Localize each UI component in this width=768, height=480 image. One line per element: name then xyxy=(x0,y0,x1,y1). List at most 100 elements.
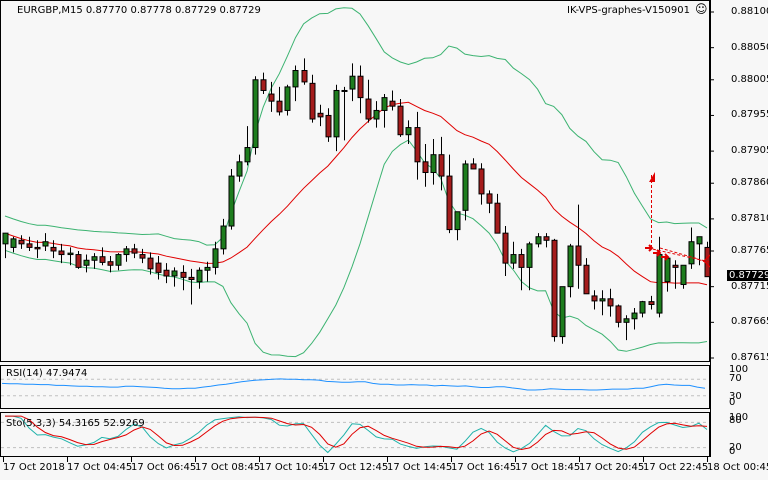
smiley-face-icon[interactable]: ☺ xyxy=(695,2,708,16)
bear-candle xyxy=(583,264,590,295)
bear-candle xyxy=(268,93,275,102)
bull-candle xyxy=(510,254,517,264)
time-label: 17 Oct 04:45 xyxy=(67,462,133,473)
bull-candle xyxy=(381,97,388,111)
bull-candle xyxy=(688,241,695,265)
rsi-axis-label: 0 xyxy=(729,397,736,408)
bull-candle xyxy=(212,248,219,268)
bear-candle xyxy=(438,154,445,177)
bull-candle xyxy=(244,147,251,163)
time-label: 17 Oct 08:45 xyxy=(195,462,261,473)
rsi-axis-label: 30 xyxy=(729,391,742,402)
time-label: 17 Oct 22:45 xyxy=(643,462,709,473)
bull-candle xyxy=(599,298,606,302)
bull-candle xyxy=(284,86,291,111)
price-label: 0.87615 xyxy=(731,351,768,363)
bear-candle xyxy=(131,248,138,254)
bull-candle xyxy=(2,232,9,245)
bull-candle xyxy=(115,254,122,266)
expert-label: IK-VPS-graphes-V150901 xyxy=(567,5,690,16)
bear-candle xyxy=(139,254,146,259)
bear-candle xyxy=(50,246,57,252)
bear-candle xyxy=(325,114,332,138)
main-panel xyxy=(0,0,710,362)
bear-candle xyxy=(301,69,308,83)
bear-candle xyxy=(422,161,429,174)
stoch-axis-label: 20 xyxy=(729,442,742,453)
bear-candle xyxy=(317,112,324,118)
stoch-axis-label: 0 xyxy=(729,446,736,457)
bull-candle xyxy=(252,79,259,149)
bear-candle xyxy=(389,100,396,107)
bear-candle xyxy=(58,250,65,256)
bear-candle xyxy=(107,261,114,266)
bear-candle xyxy=(575,245,582,266)
bull-candle xyxy=(567,245,574,288)
bull-candle xyxy=(639,301,646,314)
stoch-axis-label: 80 xyxy=(729,415,742,426)
stoch-signal-line xyxy=(5,415,708,451)
bollinger-upper-line xyxy=(4,7,708,246)
bull-candle xyxy=(664,257,671,283)
bull-candle xyxy=(623,318,630,323)
bear-candle xyxy=(486,193,493,204)
price-label: 0.87955 xyxy=(731,109,768,121)
time-label: 17 Oct 2018 xyxy=(3,462,65,473)
bear-candle xyxy=(260,79,267,91)
bollinger-lower-line xyxy=(4,139,708,358)
bear-candle xyxy=(591,295,598,302)
bull-candle xyxy=(526,243,533,268)
bull-candle xyxy=(373,109,380,120)
bear-candle xyxy=(648,301,655,305)
bull-candle xyxy=(405,127,412,136)
bull-candle xyxy=(220,225,227,250)
bull-candle xyxy=(204,266,211,271)
bear-candle xyxy=(518,254,525,268)
bear-candle xyxy=(309,82,316,120)
bull-candle xyxy=(42,241,49,247)
bull-candle xyxy=(656,254,663,314)
bear-candle xyxy=(397,105,404,136)
time-label: 17 Oct 10:45 xyxy=(259,462,325,473)
bear-candle xyxy=(494,202,501,234)
bull-candle xyxy=(696,236,703,245)
bull-candle xyxy=(333,89,340,138)
bear-candle xyxy=(551,239,558,338)
trade-exit-arrow-icon xyxy=(702,254,711,268)
bear-candle xyxy=(18,239,25,245)
bear-candle xyxy=(446,175,453,231)
bear-candle xyxy=(276,100,283,113)
bull-candle xyxy=(430,154,437,174)
stoch-axis-label: 100 xyxy=(729,412,749,423)
price-label: 0.87715 xyxy=(731,280,768,292)
rsi-title: RSI(14) 47.9474 xyxy=(6,368,88,379)
time-label: 17 Oct 20:45 xyxy=(579,462,645,473)
bear-candle xyxy=(357,75,364,99)
time-label: 17 Oct 14:45 xyxy=(387,462,453,473)
stoch-panel xyxy=(0,412,710,457)
rsi-line xyxy=(1,378,706,391)
rsi-axis-label: 100 xyxy=(729,364,749,375)
bull-candle xyxy=(91,256,98,261)
bull-candle xyxy=(680,264,687,286)
price-label: 0.88005 xyxy=(731,73,768,85)
bear-candle xyxy=(34,246,41,250)
bull-candle xyxy=(10,238,17,248)
bear-candle xyxy=(615,305,622,323)
moving-average-line xyxy=(4,101,708,286)
bull-candle xyxy=(123,248,130,256)
trade-dashed-line-2 xyxy=(659,247,706,263)
bull-candle xyxy=(83,259,90,266)
bear-candle xyxy=(470,163,477,170)
bull-candle xyxy=(454,211,461,231)
bull-candle xyxy=(67,252,74,256)
bull-candle xyxy=(292,69,299,88)
price-label: 0.87765 xyxy=(731,244,768,256)
price-label: 0.87905 xyxy=(731,145,768,157)
bull-candle xyxy=(349,75,356,90)
bull-candle xyxy=(462,163,469,211)
